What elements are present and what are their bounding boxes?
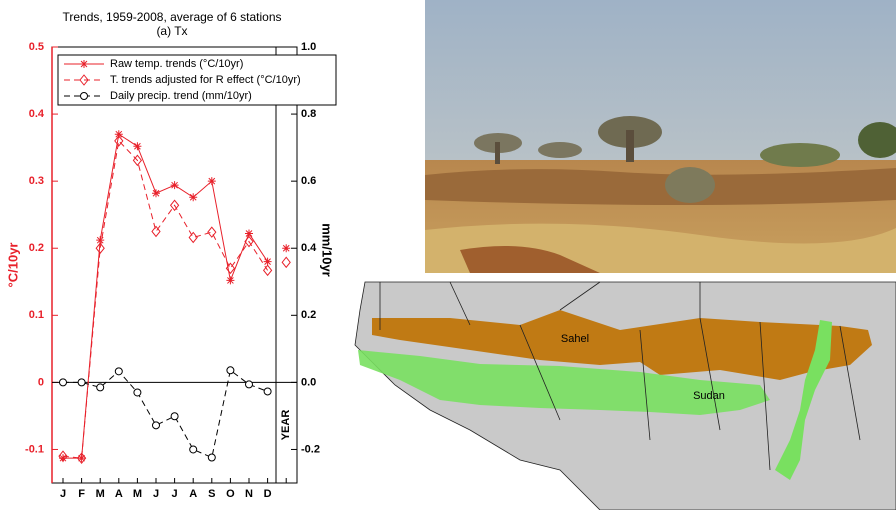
marker — [132, 154, 143, 167]
marker — [58, 450, 68, 462]
marker — [151, 225, 161, 238]
y2-tick-label: -0.2 — [301, 443, 320, 455]
legend-marker — [79, 74, 89, 86]
legend-label: T. trends adjusted for R effect (°C/10yr… — [110, 74, 301, 86]
y-axis-label: °C/10yr — [5, 243, 20, 288]
marker — [76, 452, 87, 464]
marker — [188, 231, 198, 244]
legend-label: Daily precip. trend (mm/10yr) — [110, 90, 252, 102]
marker — [59, 454, 67, 463]
marker — [245, 380, 253, 389]
marker — [207, 226, 217, 238]
y2-tick-label: 0.4 — [301, 242, 317, 254]
x-tick-label: F — [78, 488, 85, 500]
marker — [245, 229, 253, 238]
x-tick-label: S — [208, 488, 215, 500]
marker — [114, 367, 123, 376]
chart-title: Trends, 1959-2008, average of 6 stations — [62, 10, 281, 24]
x-tick-label: YEAR — [280, 410, 292, 441]
legend-box — [57, 54, 337, 106]
y-tick-label: 0.3 — [29, 175, 44, 187]
chart-subtitle: (a) Tx — [156, 24, 187, 38]
y-tick-label: 0.4 — [29, 108, 45, 120]
x-tick-label: J — [153, 488, 159, 500]
y-tick-label: 0.1 — [29, 309, 44, 321]
x-tick-label: M — [96, 488, 105, 500]
marker — [133, 142, 142, 151]
marker — [263, 257, 272, 266]
y2-tick-label: 0.0 — [301, 376, 316, 388]
y-tick-label: 0.2 — [29, 242, 44, 254]
marker — [226, 276, 235, 285]
marker — [282, 244, 291, 253]
x-tick-label: J — [172, 488, 178, 500]
legend-label: Raw temp. trends (°C/10yr) — [110, 58, 243, 70]
marker — [189, 445, 198, 454]
legend-marker — [80, 92, 88, 100]
y2-tick-label: 0.6 — [301, 175, 316, 187]
marker — [169, 199, 180, 212]
series-line — [63, 369, 268, 459]
marker — [189, 193, 198, 202]
landscape-photo — [425, 0, 896, 273]
y2-tick-label: 0.2 — [301, 309, 316, 321]
marker — [114, 130, 123, 139]
marker — [226, 366, 235, 375]
y2-tick-label: 0.8 — [301, 108, 316, 120]
marker — [244, 235, 254, 248]
chart: Trends, 1959-2008, average of 6 stations… — [5, 10, 337, 500]
legend-marker — [80, 60, 88, 68]
x-tick-label: A — [189, 488, 197, 500]
marker — [133, 388, 142, 397]
marker — [59, 378, 67, 387]
marker — [281, 256, 291, 269]
marker — [262, 264, 273, 277]
x-tick-label: M — [133, 488, 142, 500]
x-tick-label: D — [264, 488, 272, 500]
y2-axis-label: mm/10yr — [320, 223, 335, 276]
marker — [263, 387, 272, 396]
y-tick-label: 0.5 — [29, 41, 44, 53]
marker — [170, 181, 179, 190]
x-tick-label: O — [226, 488, 235, 500]
y-tick-label: 0 — [38, 376, 44, 388]
marker — [152, 421, 160, 430]
marker — [77, 378, 86, 387]
x-tick-label: J — [60, 488, 66, 500]
x-tick-label: N — [245, 488, 253, 500]
map-label: Sudan — [693, 390, 725, 402]
series-line — [63, 133, 269, 459]
map-label: Sahel — [561, 333, 589, 345]
marker — [96, 236, 105, 245]
y2-tick-label: 1.0 — [301, 41, 316, 53]
marker — [207, 177, 216, 186]
marker — [170, 412, 179, 421]
marker — [96, 383, 105, 392]
marker — [77, 454, 86, 463]
marker — [225, 262, 236, 275]
sahel-map: Sahel Sudan — [352, 281, 896, 510]
x-tick-label: A — [115, 488, 123, 500]
marker — [114, 135, 124, 147]
marker — [152, 189, 160, 198]
marker — [95, 242, 105, 255]
series-line — [62, 139, 269, 459]
marker — [207, 453, 216, 462]
y-tick-label: -0.1 — [25, 443, 44, 455]
